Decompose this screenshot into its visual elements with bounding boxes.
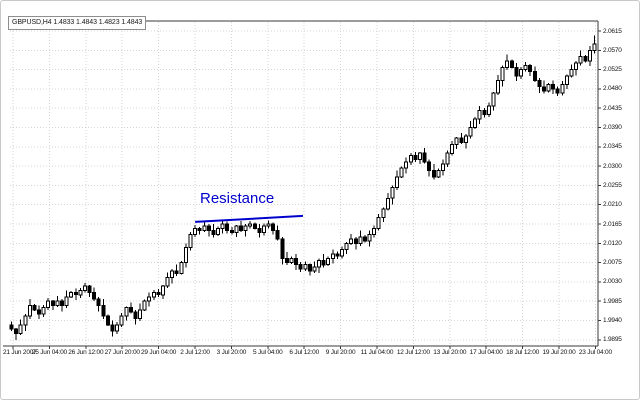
time-axis-label: 6 Jul 12:00 xyxy=(289,349,319,356)
price-axis-label: 2.0390 xyxy=(603,124,622,131)
time-axis-label: 18 Jul 12:00 xyxy=(506,349,540,356)
resistance-trendline[interactable] xyxy=(195,214,304,223)
price-axis-label: 2.0165 xyxy=(603,220,622,228)
time-axis-label: 3 Jul 20:00 xyxy=(216,349,247,356)
time-axis-label: 26 Jun 12:00 xyxy=(68,349,104,356)
price-axis-label: 2.0300 xyxy=(603,162,622,170)
price-axis-label: 1.9985 xyxy=(603,297,622,305)
time-axis-label: 17 Jul 04:00 xyxy=(469,349,503,356)
time-axis-label: 9 Jul 20:00 xyxy=(325,349,356,356)
chart-symbol-ohlc-header: GBPUSD,H4 1.4833 1.4843 1.4823 1.4843 xyxy=(8,16,147,30)
price-axis-label: 2.0255 xyxy=(603,181,622,189)
price-axis-label: 2.0075 xyxy=(603,259,622,267)
time-axis-label: 21 Jun 2007 xyxy=(3,349,37,356)
price-axis-label: 2.0030 xyxy=(603,278,622,286)
price-axis-label: 1.9895 xyxy=(603,336,622,344)
axis-tick-marks xyxy=(12,30,601,349)
grid-lines xyxy=(10,22,597,345)
time-axis-label: 11 Jul 04:00 xyxy=(360,349,394,356)
price-axis-label: 2.0345 xyxy=(603,143,622,151)
time-axis-label: 23 Jul 04:00 xyxy=(578,349,612,356)
time-axis-label: 19 Jul 20:00 xyxy=(542,349,576,356)
time-axis-label: 13 Jul 20:00 xyxy=(433,349,467,356)
time-axis-label: 2 Jul 12:00 xyxy=(180,349,210,356)
time-axis-label: 27 Jun 20:00 xyxy=(104,349,140,356)
time-axis-label: 29 Jun 04:00 xyxy=(140,349,177,356)
price-axis-label: 2.0615 xyxy=(603,27,622,35)
price-axis-label: 2.0435 xyxy=(603,104,622,112)
price-axis-label: 1.9940 xyxy=(603,317,622,324)
time-axis-label: 25 Jun 04:00 xyxy=(31,349,67,356)
price-axis-label: 2.0570 xyxy=(603,46,622,54)
resistance-annotation-label[interactable]: Resistance xyxy=(200,190,275,207)
price-axis-label: 2.0480 xyxy=(603,85,622,93)
time-axis-label: 5 Jul 04:00 xyxy=(252,349,283,356)
price-axis-label: 2.0525 xyxy=(603,66,622,74)
candlesticks xyxy=(9,35,597,340)
price-axis-label: 2.0210 xyxy=(603,201,622,209)
price-axis-label: 2.0120 xyxy=(603,239,622,247)
time-axis-label: 12 Jul 12:00 xyxy=(396,349,430,356)
